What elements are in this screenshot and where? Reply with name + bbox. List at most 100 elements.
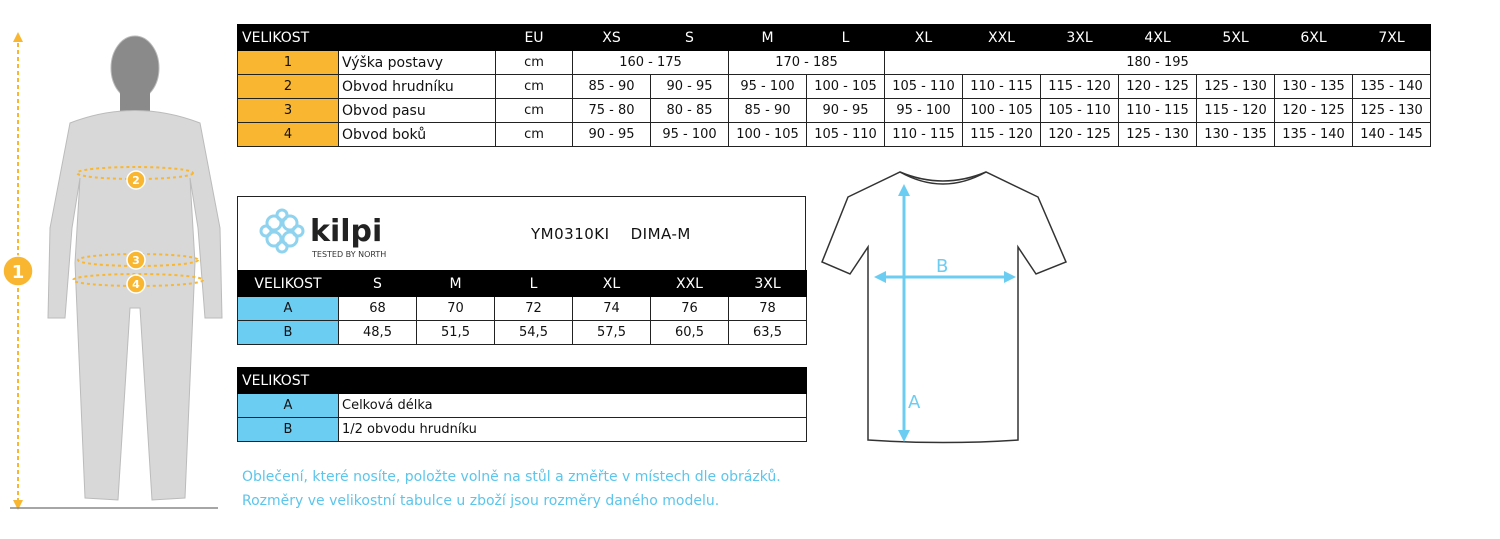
svg-text:TESTED BY NORTH: TESTED BY NORTH <box>311 250 386 259</box>
table-cell: 140 - 145 <box>1352 122 1431 147</box>
unit-cell: cm <box>495 50 573 75</box>
header-cell: EU <box>495 24 573 51</box>
table-cell: 125 - 130 <box>1118 122 1197 147</box>
table-cell: 120 - 125 <box>1274 98 1353 123</box>
table-cell: 135 - 140 <box>1352 74 1431 99</box>
marker-1: 1 <box>12 262 25 283</box>
header-cell: XL <box>884 24 963 51</box>
table-cell: 51,5 <box>416 320 495 345</box>
note-line-1: Oblečení, které nosíte, položte volně na… <box>242 469 781 485</box>
table-row: A Celková délka <box>237 393 808 418</box>
row-label: Obvod pasu <box>338 98 496 123</box>
measurement-legend-table: VELIKOST A Celková délka B 1/2 obvodu hr… <box>236 367 808 442</box>
header-cell: 5XL <box>1196 24 1275 51</box>
table-cell: 115 - 120 <box>1040 74 1119 99</box>
table-cell: 72 <box>494 296 573 321</box>
table-cell: 110 - 115 <box>1118 98 1197 123</box>
table-cell: 57,5 <box>572 320 651 345</box>
table-cell: 100 - 105 <box>806 74 885 99</box>
table-cell: 74 <box>572 296 651 321</box>
row-key: B <box>237 320 339 345</box>
row-label: Obvod boků <box>338 122 496 147</box>
marker-3: 3 <box>132 254 140 267</box>
unit-cell: cm <box>495 122 573 147</box>
product-name: DIMA-M <box>630 225 691 243</box>
header-cell: VELIKOST <box>237 270 339 297</box>
table-row: 1 Výška postavy cm 160 - 175 170 - 185 1… <box>237 50 1431 75</box>
table-cell: 95 - 100 <box>728 74 807 99</box>
table-cell: 125 - 130 <box>1196 74 1275 99</box>
product-code: YM0310KI <box>531 225 610 243</box>
table-cell: 115 - 120 <box>962 122 1041 147</box>
table-row: 4 Obvod boků cm 90 - 95 95 - 100 100 - 105 105… <box>237 122 1431 147</box>
header-cell: 4XL <box>1118 24 1197 51</box>
table-cell: 120 - 125 <box>1040 122 1119 147</box>
unit-cell: cm <box>495 98 573 123</box>
table-cell: 48,5 <box>338 320 417 345</box>
header-cell: 7XL <box>1352 24 1431 51</box>
tshirt-measurement-diagram: B A <box>821 171 1067 444</box>
body-measurement-figure: 1 2 3 4 <box>2 32 223 510</box>
header-cell: L <box>806 24 885 51</box>
row-key: B <box>237 417 339 442</box>
table-cell: 68 <box>338 296 417 321</box>
table-cell: 75 - 80 <box>572 98 651 123</box>
table-cell: 105 - 110 <box>806 122 885 147</box>
table-cell: 110 - 115 <box>884 122 963 147</box>
table-cell: 95 - 100 <box>884 98 963 123</box>
table-cell: 105 - 110 <box>1040 98 1119 123</box>
table-cell: 60,5 <box>650 320 729 345</box>
table-header-row: VELIKOST EU XS S M L XL XXL 3XL 4XL 5XL … <box>237 24 1431 51</box>
header-cell: XS <box>572 24 651 51</box>
label-b: B <box>936 256 948 277</box>
row-number: 2 <box>237 74 339 99</box>
marker-2: 2 <box>132 174 140 187</box>
table-row: A 68 70 72 74 76 78 <box>237 296 807 321</box>
table-cell: 70 <box>416 296 495 321</box>
header-cell: VELIKOST <box>236 367 808 394</box>
header-cell: 3XL <box>1040 24 1119 51</box>
header-cell: M <box>728 24 807 51</box>
table-cell: 63,5 <box>728 320 807 345</box>
header-cell: L <box>494 270 573 297</box>
header-cell: S <box>650 24 729 51</box>
table-cell: 130 - 135 <box>1274 74 1353 99</box>
label-a: A <box>908 392 921 413</box>
table-cell: 180 - 195 <box>884 50 1431 75</box>
row-key: A <box>237 393 339 418</box>
table-cell: 54,5 <box>494 320 573 345</box>
table-row: 3 Obvod pasu cm 75 - 80 80 - 85 85 - 90 90 - 9… <box>237 98 1431 123</box>
table-row: B 48,5 51,5 54,5 57,5 60,5 63,5 <box>237 320 807 345</box>
header-cell: 6XL <box>1274 24 1353 51</box>
table-cell: 115 - 120 <box>1196 98 1275 123</box>
header-cell: XXL <box>962 24 1041 51</box>
header-cell <box>338 24 496 51</box>
garment-size-table: VELIKOST S M L XL XXL 3XL A 68 70 72 74 76 78 B… <box>237 270 807 345</box>
note-line-2: Rozměry ve velikostní tabulce u zboží js… <box>242 493 720 509</box>
table-cell: 100 - 105 <box>962 98 1041 123</box>
table-header-row: VELIKOST S M L XL XXL 3XL <box>237 270 807 297</box>
marker-4: 4 <box>132 278 140 291</box>
table-cell: 105 - 110 <box>884 74 963 99</box>
table-cell: 95 - 100 <box>650 122 729 147</box>
kilpi-logo: kilpi TESTED BY NORTH <box>259 208 386 259</box>
table-cell: 100 - 105 <box>728 122 807 147</box>
unit-cell: cm <box>495 74 573 99</box>
table-cell: 120 - 125 <box>1118 74 1197 99</box>
table-cell: 76 <box>650 296 729 321</box>
row-label: Obvod hrudníku <box>338 74 496 99</box>
body-size-table: VELIKOST EU XS S M L XL XXL 3XL 4XL 5XL … <box>237 24 1431 147</box>
header-cell: M <box>416 270 495 297</box>
row-label: 1/2 obvodu hrudníku <box>337 417 808 442</box>
header-cell: XXL <box>650 270 729 297</box>
table-cell: 125 - 130 <box>1352 98 1431 123</box>
table-cell: 90 - 95 <box>806 98 885 123</box>
table-cell: 160 - 175 <box>572 50 729 75</box>
table-cell: 90 - 95 <box>572 122 651 147</box>
table-row: B 1/2 obvodu hrudníku <box>237 417 808 442</box>
table-cell: 110 - 115 <box>962 74 1041 99</box>
row-label: Celková délka <box>337 393 808 418</box>
row-number: 1 <box>237 50 339 75</box>
row-number: 3 <box>237 98 339 123</box>
row-label: Výška postavy <box>338 50 496 75</box>
